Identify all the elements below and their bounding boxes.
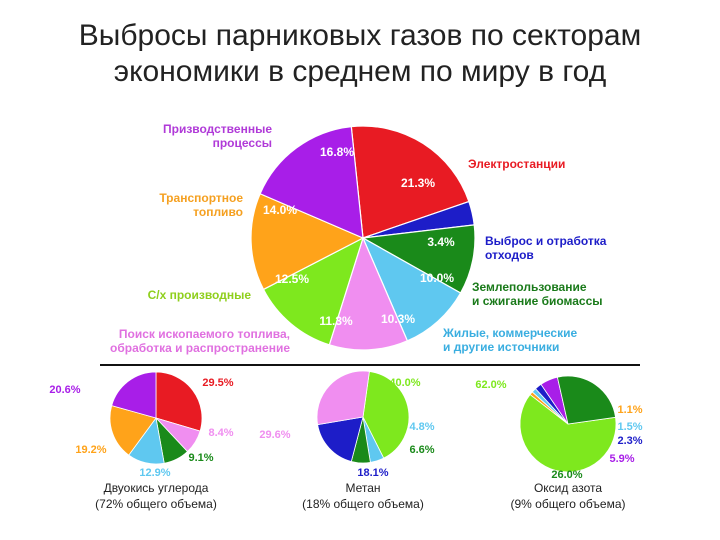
pie-1-slice-5 [328,236,409,351]
legend-label-4-line-2: и другие источники [443,340,559,354]
title-line-1: Выбросы парниковых газов по секторам [78,19,642,52]
pie-1-slice-8 [259,125,364,239]
pie-2-subtitle: (72% общего объема) [95,497,217,511]
pie-1-value-label-1: 21.3% [401,176,435,190]
pie-1-value-label-6: 12.5% [275,272,309,286]
legend-label-7-line-1: Транспортное [159,191,243,205]
pie-2-value-label-3: 9.1% [188,452,213,464]
pie-3-value-label-1: 40.0% [389,377,420,389]
pie-2-value-label-5: 19.2% [75,444,106,456]
legend-label-1-line-1: Электростанции [468,157,565,171]
pie-1-slice-3 [361,224,476,294]
pie-1-slice-4 [361,236,462,342]
pie-2-value-label-6: 20.6% [49,384,80,396]
pie-1-value-label-2: 3.4% [427,235,455,249]
pie-3-title: Метан [345,481,380,495]
legend-label-5-line-1: Поиск ископаемого топлива, [119,327,290,341]
pie-3-value-label-4: 18.1% [357,467,388,479]
legend-label-2-line-2: отходов [485,248,534,262]
pie-4-value-label-6: 26.0% [551,469,582,481]
pie-1-value-label-3: 10.0% [420,271,454,285]
legend-label-8-line-1: Призводственные [163,122,272,136]
pie-1-value-label-5: 11.3% [319,314,353,328]
chart-title: Выбросы парниковых газов по секторам эко… [0,18,720,90]
title-line-2: экономики в среднем по миру в год [113,55,607,88]
pie-4-title: Оксид азота [534,481,602,495]
pie-4-value-label-5: 5.9% [609,453,634,465]
pie-3-slice-4 [317,416,364,462]
pie-3-slice-1 [362,370,410,459]
legend-label-8-line-2: процессы [213,136,272,150]
pie-3-value-label-2: 4.8% [409,421,434,433]
pie-1-value-label-7: 14.0% [263,203,297,217]
pie-2-value-label-1: 29.5% [202,377,233,389]
legend-label-2-line-1: Выброс и отработка [485,234,607,248]
legend-label-3-line-1: Землепользование [472,280,587,294]
pie-4-value-label-1: 62.0% [475,379,506,391]
pie-4-value-label-3: 1.5% [617,421,642,433]
pie-1 [250,125,476,351]
pie-2-slice-1 [155,371,203,432]
pie-1-value-label-8: 16.8% [320,145,354,159]
pie-4-value-label-4: 2.3% [617,435,642,447]
pie-2 [109,371,203,465]
pie-1-slice-7 [250,192,365,291]
pie-4-subtitle: (9% общего объема) [511,497,626,511]
pie-1-slice-6 [262,236,365,346]
pie-3-value-label-5: 29.6% [259,429,290,441]
pie-3-value-label-3: 6.6% [409,444,434,456]
legend-label-6-line-1: С/х производные [148,288,252,302]
pie-2-slice-5 [109,405,157,456]
legend-label-4-line-1: Жилые, коммерческие [442,326,577,340]
pie-2-value-label-2: 8.4% [208,427,233,439]
pie-4-slice-6 [556,375,616,425]
pie-4 [519,375,617,473]
pie-3-slice-5 [316,370,370,426]
pie-3 [316,370,410,464]
pie-4-value-label-2: 1.1% [617,404,642,416]
pie-1-slice-1 [350,125,470,239]
pie-2-value-label-4: 12.9% [139,467,170,479]
legend-label-7-line-2: топливо [193,205,243,219]
legend-label-3-line-2: и сжигание биомассы [472,294,603,308]
pie-4-slice-1 [519,393,617,473]
pie-3-subtitle: (18% общего объема) [302,497,424,511]
legend-label-5-line-2: обработка и распространение [110,341,290,355]
pie-2-title: Двуокись углерода [104,481,209,495]
pie-2-slice-6 [111,371,157,419]
pie-1-value-label-4: 10.3% [381,312,415,326]
